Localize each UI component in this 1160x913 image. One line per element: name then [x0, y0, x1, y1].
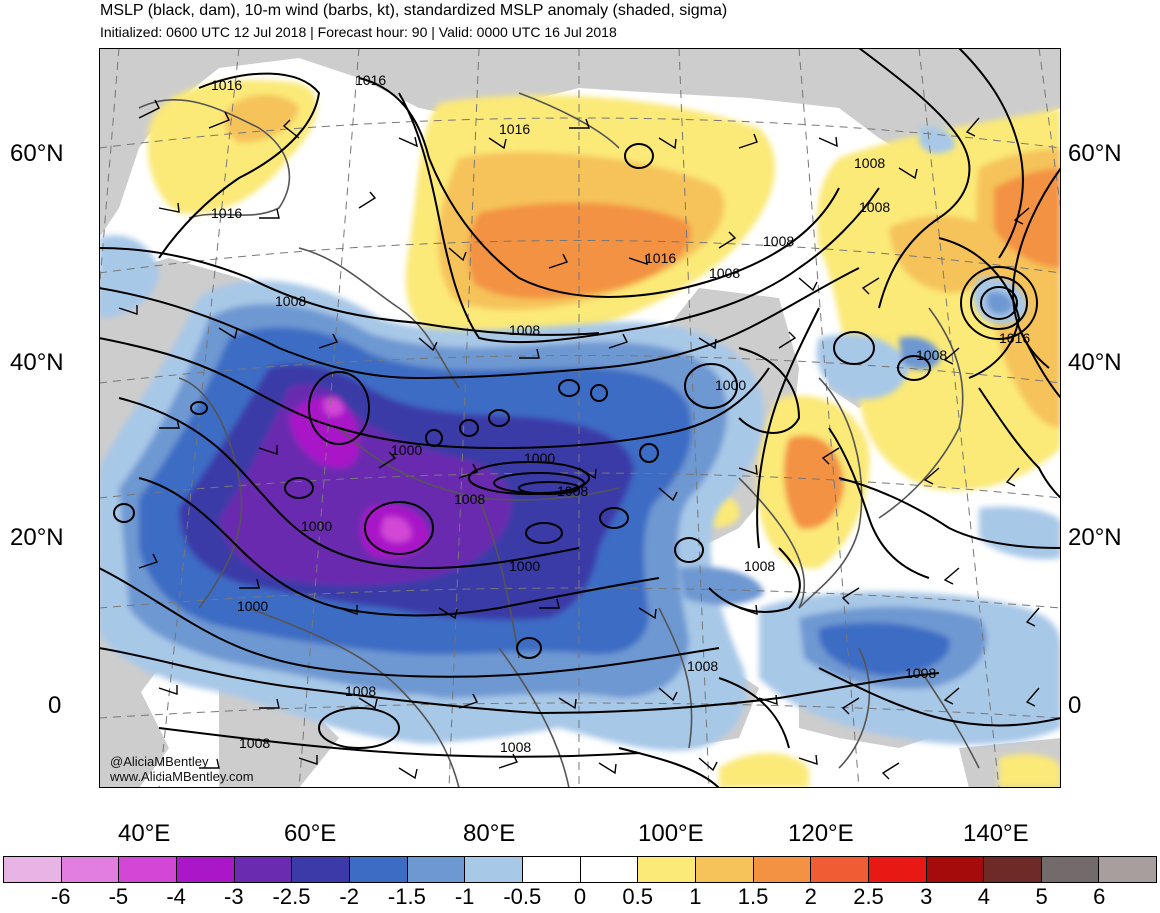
colorbar-swatch: [349, 857, 408, 882]
lat-label-right: 20°N: [1068, 524, 1122, 551]
isobar-label: 1016: [645, 250, 676, 266]
isobar-label: 1008: [744, 558, 775, 574]
isobar-label: 1016: [211, 205, 242, 221]
lon-label: 120°E: [788, 820, 854, 847]
colorbar-swatch: [1041, 857, 1100, 882]
isobar-label: 1000: [237, 598, 268, 614]
coastlines: [138, 92, 980, 788]
isobar-label: 1000: [715, 377, 746, 393]
isobar-label: 1016: [355, 72, 386, 88]
isobar-label: 1008: [854, 155, 885, 171]
lat-label-right: 0: [1068, 692, 1082, 719]
lon-label: 40°E: [118, 820, 171, 847]
colorbar-swatch: [4, 857, 62, 882]
colorbar-tick-label: -2: [339, 884, 359, 909]
isobar-label: 1008: [763, 233, 794, 249]
colorbar-swatch: [522, 857, 581, 882]
colorbar-swatch: [695, 857, 754, 882]
lat-label-left: 20°N: [10, 524, 64, 551]
isobar-label: 1008: [275, 293, 306, 309]
colorbar-swatch: [61, 857, 120, 882]
colorbar-swatch: [868, 857, 927, 882]
isobar-label: 1008: [500, 739, 531, 755]
colorbar-tick-label: 2: [804, 884, 817, 909]
colorbar-tick-label: -1.5: [387, 884, 426, 909]
colorbar-swatch: [176, 857, 235, 882]
colorbar-tick-label: 3: [920, 884, 933, 909]
colorbar-tick-label: 2.5: [853, 884, 884, 909]
isobar-label: 1016: [999, 330, 1030, 346]
isobar-label: 1008: [454, 491, 485, 507]
negative-anomaly-shading: [99, 126, 1061, 751]
lon-label: 140°E: [963, 820, 1029, 847]
colorbar-tick-label: 0: [573, 884, 587, 909]
isobar-label: 1008: [709, 265, 740, 281]
colorbar-swatch: [119, 857, 177, 882]
chart-title: MSLP (black, dam), 10-m wind (barbs, kt)…: [100, 2, 728, 19]
colorbar-tick-label: -1: [454, 884, 475, 909]
colorbar-swatch: [984, 857, 1042, 882]
isobar-label: 1008: [345, 683, 376, 699]
graticule: [99, 48, 1061, 788]
colorbar-tick-label: 0.5: [622, 884, 653, 909]
colorbar: [3, 856, 1157, 883]
lat-label-right: 40°N: [1068, 349, 1122, 376]
chart-subtitle: Initialized: 0600 UTC 12 Jul 2018 | Fore…: [100, 24, 617, 40]
colorbar-swatch: [465, 857, 523, 882]
colorbar-tick-label: -0.5: [503, 884, 542, 909]
colorbar-tick-label: 6: [1093, 884, 1106, 909]
isobar-label: 1008: [905, 665, 936, 681]
isobar-label: 1016: [211, 77, 242, 93]
colorbar-swatch: [292, 857, 350, 882]
isobar-label: 1008: [859, 199, 890, 215]
wind-barbs: [118, 99, 1040, 780]
isobar-labels: 1016 1016 1016 1016 1016 1008 1008 1008 …: [211, 72, 1030, 755]
isobar-label: 1008: [509, 322, 540, 338]
isobar-label: 1008: [687, 658, 718, 674]
isobar-label: 1000: [524, 450, 555, 466]
colorbar-tick-label: -6: [50, 884, 71, 909]
colorbar-swatch: [234, 857, 293, 882]
credit-url: www.AliciaMBentley.com: [110, 769, 254, 784]
colorbar-tick-label: -5: [108, 884, 129, 909]
isobar-label: 1008: [239, 735, 270, 751]
lat-label-left: 0: [48, 692, 62, 719]
lat-label-left: 60°N: [10, 140, 64, 167]
lat-label-left: 40°N: [10, 349, 64, 376]
isobars: [99, 48, 1061, 788]
colorbar-swatch: [811, 857, 869, 882]
colorbar-tick-label: 5: [1035, 884, 1048, 909]
map-panel: 1016 1016 1016 1016 1016 1008 1008 1008 …: [99, 48, 1061, 788]
colorbar-swatch: [1099, 857, 1157, 882]
lon-label: 80°E: [463, 820, 516, 847]
isobar-label: 1000: [301, 518, 332, 534]
lat-label-right: 60°N: [1068, 140, 1122, 167]
colorbar-swatch: [638, 857, 696, 882]
isobar-label: 1000: [509, 558, 540, 574]
colorbar-swatch: [753, 857, 812, 882]
lon-label: 100°E: [638, 820, 704, 847]
map-canvas: 1016 1016 1016 1016 1016 1008 1008 1008 …: [99, 48, 1061, 788]
isobar-label: 1016: [499, 121, 530, 137]
isobar-label: 1008: [557, 483, 588, 499]
colorbar-swatch: [407, 857, 466, 882]
isobar-label: 1008: [916, 347, 947, 363]
colorbar-swatch: [926, 857, 985, 882]
colorbar-tick-label: -4: [166, 884, 186, 909]
lon-label: 60°E: [284, 820, 337, 847]
colorbar-tick-label: 1.5: [737, 884, 769, 909]
colorbar-tick-label: 4: [977, 884, 991, 909]
isobar-label: 1000: [391, 442, 422, 458]
colorbar-tick-label: -3: [224, 884, 244, 909]
closed-isobars: [113, 143, 1038, 749]
colorbar-tick-label: -2.5: [272, 884, 311, 909]
colorbar-tick-label: 1: [689, 884, 702, 909]
colorbar-swatch: [580, 857, 639, 882]
credit-handle: @AliciaMBentley: [110, 754, 209, 769]
